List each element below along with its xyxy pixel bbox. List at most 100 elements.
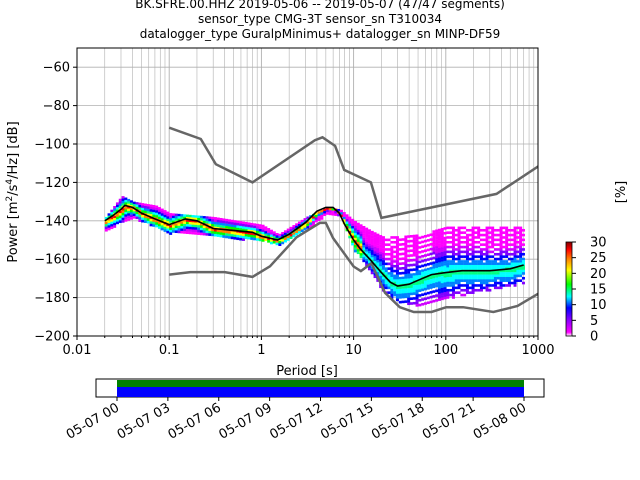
density-cell <box>440 263 444 267</box>
density-cell <box>404 276 408 279</box>
density-cell <box>401 293 405 296</box>
density-cell <box>488 267 492 270</box>
density-cell <box>253 228 257 231</box>
density-cell <box>496 243 500 246</box>
density-cell <box>418 246 422 249</box>
density-cell <box>239 223 243 227</box>
density-cell <box>510 269 514 273</box>
density-cell <box>370 250 374 253</box>
density-cell <box>437 267 441 270</box>
density-cell <box>233 234 237 238</box>
density-cell <box>437 228 441 232</box>
density-cell <box>127 218 131 221</box>
density-cell <box>415 294 419 298</box>
density-cell <box>404 300 408 303</box>
density-cell <box>479 286 483 290</box>
density-cell <box>404 247 408 251</box>
density-cell <box>115 211 119 215</box>
density-cell <box>370 245 374 248</box>
density-cell <box>418 286 422 290</box>
density-cell <box>306 223 310 227</box>
density-cell <box>432 239 436 243</box>
density-cell <box>239 221 243 224</box>
density-cell <box>205 233 209 236</box>
density-cell <box>415 304 419 307</box>
density-cell <box>499 267 503 270</box>
density-cell <box>407 300 411 303</box>
density-cell <box>451 264 455 268</box>
density-cell <box>519 279 523 282</box>
density-cell <box>258 231 262 235</box>
density-cell <box>199 218 203 221</box>
density-cell <box>437 240 441 244</box>
density-cell <box>435 258 439 261</box>
density-cell <box>373 246 377 250</box>
density-cell <box>244 229 248 232</box>
density-cell <box>474 276 478 280</box>
density-cell <box>398 248 402 251</box>
density-cell <box>365 237 369 240</box>
density-cell <box>247 229 251 233</box>
density-cell <box>423 254 427 257</box>
density-cell <box>457 284 461 287</box>
density-cell <box>253 225 257 229</box>
density-cell <box>395 255 399 258</box>
density-cell <box>451 286 455 290</box>
chart-title-line-1: BK.SFRE.00.HHZ 2019-05-06 -- 2019-05-07 … <box>135 0 505 11</box>
density-cell <box>149 218 153 222</box>
density-cell <box>152 205 156 208</box>
density-cell <box>334 213 338 216</box>
density-cell <box>149 204 153 208</box>
density-cell <box>429 295 433 299</box>
density-cell <box>236 232 240 236</box>
density-cell <box>135 214 139 217</box>
density-cell <box>373 273 377 276</box>
density-cell <box>155 219 159 223</box>
density-cell <box>496 274 500 278</box>
density-cell <box>516 260 520 263</box>
density-cell <box>457 274 461 278</box>
density-cell <box>297 223 301 227</box>
density-cell <box>317 213 321 217</box>
density-cell <box>113 206 117 209</box>
density-cell <box>342 214 346 218</box>
density-cell <box>446 264 450 268</box>
density-cell <box>390 284 394 287</box>
density-cell <box>516 279 520 282</box>
density-cell <box>457 245 461 249</box>
density-cell <box>373 239 377 243</box>
density-cell <box>197 217 201 221</box>
density-cell <box>121 208 125 211</box>
density-cell <box>463 226 467 230</box>
density-cell <box>258 226 262 230</box>
density-cell <box>432 237 436 241</box>
density-cell <box>404 285 408 289</box>
density-cell <box>488 279 492 282</box>
density-cell <box>384 248 388 251</box>
density-cell <box>499 245 503 249</box>
density-cell <box>390 262 394 266</box>
density-cell <box>493 279 497 282</box>
density-cell <box>379 237 383 241</box>
density-cell <box>488 226 492 230</box>
density-cell <box>432 283 436 286</box>
density-cell <box>435 246 439 249</box>
density-cell <box>507 274 511 278</box>
density-cell <box>477 233 481 237</box>
density-cell <box>222 220 226 224</box>
density-cell <box>485 260 489 263</box>
density-cell <box>446 255 450 258</box>
density-cell <box>513 228 517 232</box>
density-cell <box>412 292 416 295</box>
density-cell <box>387 257 391 261</box>
density-cell <box>124 219 128 222</box>
density-cell <box>390 279 394 282</box>
density-cell <box>373 249 377 252</box>
density-cell <box>367 243 371 247</box>
density-cell <box>493 252 497 256</box>
density-cell <box>519 245 523 249</box>
density-cell <box>460 284 464 287</box>
density-cell <box>510 264 514 268</box>
density-cell <box>404 278 408 282</box>
density-cell <box>138 212 142 215</box>
